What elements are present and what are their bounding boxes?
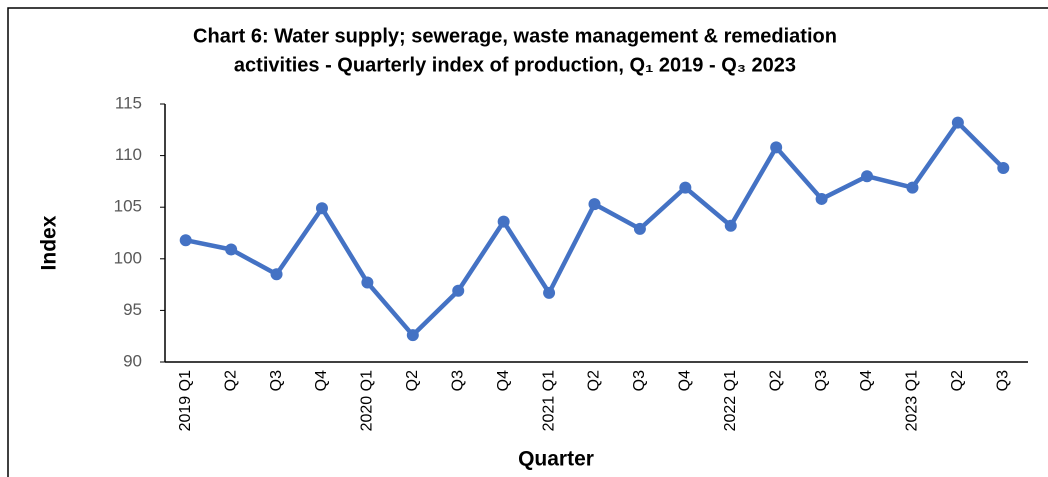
y-tick-label: 90 (123, 351, 142, 370)
point (861, 170, 874, 183)
point (588, 198, 601, 211)
point (452, 284, 465, 297)
x-tick-label: 2019 Q1 (177, 370, 194, 431)
point (225, 243, 238, 256)
x-tick-label: Q3 (449, 370, 466, 391)
point (543, 286, 556, 299)
point (633, 222, 646, 235)
x-axis-label: Quarter (518, 448, 594, 471)
y-tick-label: 100 (114, 248, 142, 267)
chart-title: Chart 6: Water supply; sewerage, waste m… (193, 25, 837, 47)
x-tick-label: Q4 (313, 370, 330, 391)
x-tick-label: 2022 Q1 (722, 370, 739, 431)
point (179, 234, 192, 247)
frame (7, 7, 1048, 477)
x-tick-label: Q2 (222, 370, 239, 391)
point (906, 181, 919, 194)
x-tick-label: Q4 (858, 370, 875, 391)
point (724, 219, 737, 232)
y-tick-label: 95 (123, 300, 142, 319)
point (770, 141, 783, 154)
chart-title: activities - Quarterly index of producti… (234, 54, 796, 76)
y-tick-label: 105 (114, 197, 142, 216)
x-tick-label: Q4 (677, 370, 694, 391)
point (315, 202, 328, 215)
point (997, 161, 1010, 174)
x-tick-label: Q2 (767, 370, 784, 391)
point (951, 116, 964, 129)
point (815, 192, 828, 205)
y-tick-label: 110 (115, 145, 142, 164)
x-tick-label: 2021 Q1 (540, 370, 557, 431)
point (497, 215, 510, 228)
x-tick-label: Q4 (495, 370, 512, 391)
x-tick-label: Q2 (586, 370, 603, 391)
x-tick-label: Q3 (268, 370, 285, 391)
x-tick-label: Q3 (813, 370, 830, 391)
x-tick-label: Q2 (949, 370, 966, 391)
x-tick-label: Q3 (631, 370, 648, 391)
y-axis-label: Index (38, 215, 61, 270)
point (406, 329, 419, 342)
x-tick-label: 2020 Q1 (359, 370, 376, 431)
x-tick-label: 2023 Q1 (904, 370, 921, 431)
x-tick-label: Q2 (404, 370, 421, 391)
point (361, 276, 374, 289)
y-tick-label: 115 (115, 93, 142, 112)
point (679, 181, 692, 194)
x-tick-label: Q3 (995, 370, 1012, 391)
point (270, 268, 283, 281)
series-line (185, 120, 1005, 338)
